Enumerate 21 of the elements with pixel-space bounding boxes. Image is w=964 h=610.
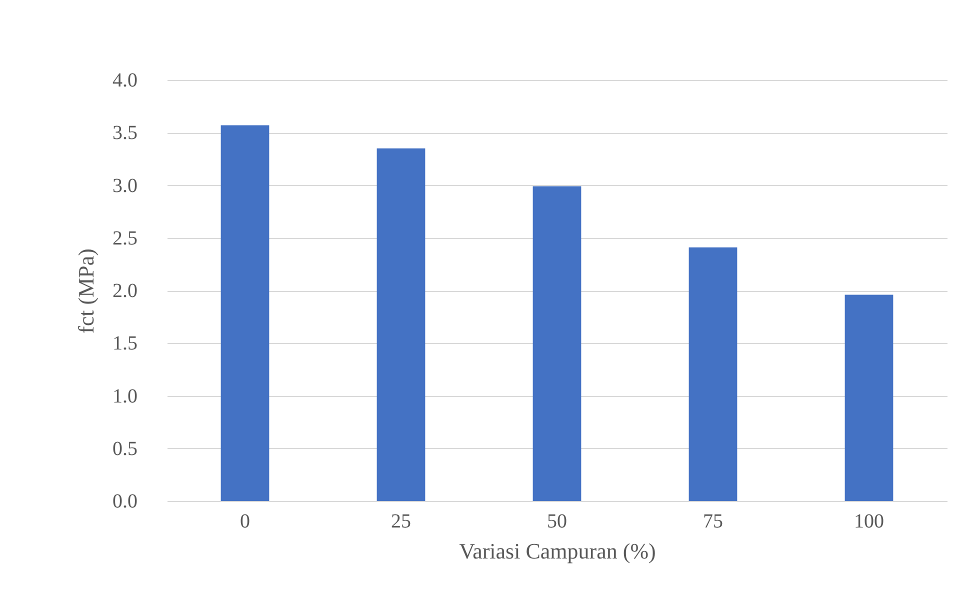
y-tick-label: 0.0 bbox=[112, 490, 138, 512]
y-tick-label: 0.5 bbox=[112, 438, 138, 460]
x-tick-label: 100 bbox=[854, 510, 884, 532]
y-tick-label: 1.0 bbox=[112, 385, 138, 408]
x-tick-label: 25 bbox=[391, 510, 411, 532]
bar bbox=[376, 148, 426, 501]
x-axis-title: Variasi Campuran (%) bbox=[459, 538, 656, 564]
y-tick-label: 4.0 bbox=[112, 70, 138, 92]
x-tick-label: 50 bbox=[547, 510, 567, 532]
bar bbox=[688, 247, 738, 501]
y-axis-title: fct (MPa) bbox=[74, 248, 98, 334]
bar bbox=[844, 294, 894, 501]
bar bbox=[532, 186, 582, 501]
bar bbox=[220, 125, 270, 501]
y-tick-label: 3.5 bbox=[112, 122, 138, 144]
y-tick-label: 2.0 bbox=[112, 280, 138, 302]
y-tick-label: 3.0 bbox=[112, 174, 138, 197]
y-tick-label: 1.5 bbox=[112, 332, 138, 355]
x-tick-label: 75 bbox=[703, 510, 723, 532]
x-tick-label: 0 bbox=[240, 510, 250, 532]
y-tick-label: 2.5 bbox=[112, 227, 138, 250]
